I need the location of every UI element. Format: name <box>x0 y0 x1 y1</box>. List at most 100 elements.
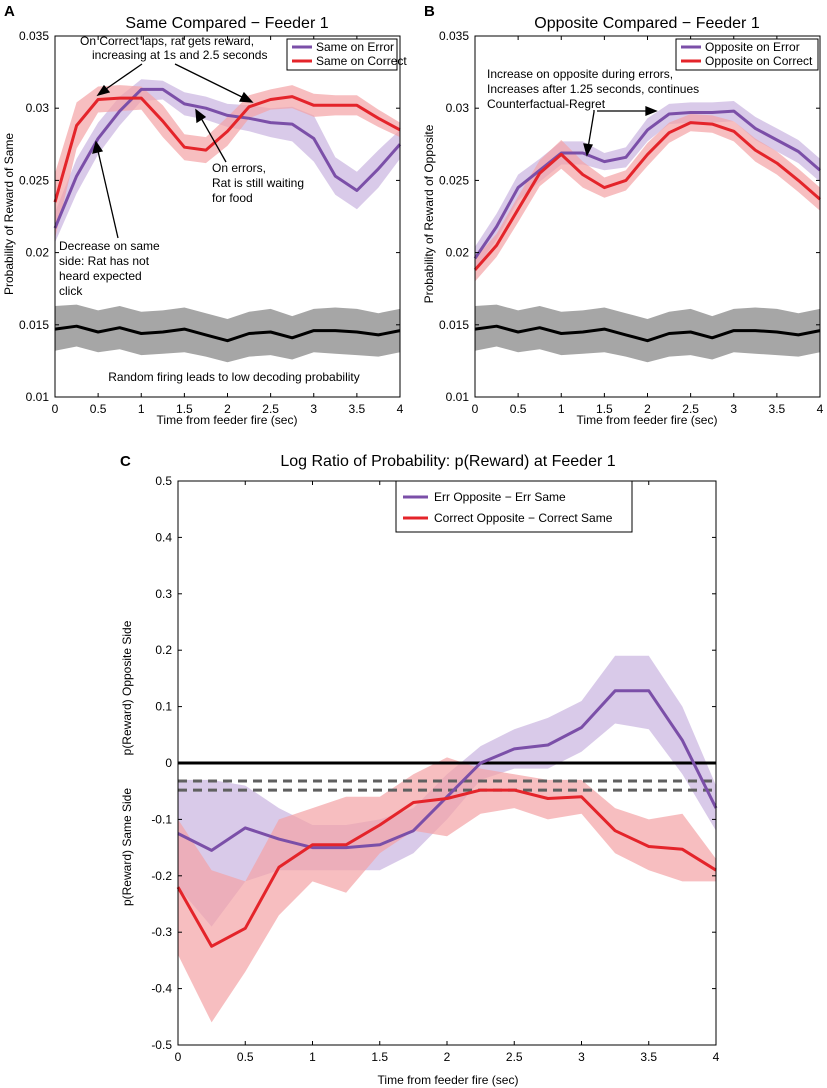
panel-a-legend: Same on Error Same on Correct <box>286 38 407 71</box>
panel-a-ylabel: Probability of Reward of Same <box>2 133 16 295</box>
panel-b-xtick-label: 3 <box>730 402 737 416</box>
panel-c-band-correct-opposite-correct-same <box>178 757 716 1023</box>
panel-b-ticks: 0 0.5 1 1.5 2 2.5 3 3.5 4 0.01 0.015 0.02 0.025 0.03 0… <box>439 29 824 416</box>
panel-b-line-opposite-on-error <box>473 109 821 260</box>
legend-label-opposite-on-error: Opposite on Error <box>705 40 800 54</box>
panel-a-ytick-label: 0.035 <box>19 29 49 43</box>
arrow-head-correct-laps-1 <box>96 84 111 97</box>
panel-a-band-same-on-error <box>55 79 400 243</box>
panel-c-xtick-label: 1.5 <box>371 1050 388 1064</box>
panel-a-ticks: 0 0.5 1 1.5 2 2.5 3 3.5 4 0.01 0.015 0.02 0.025 0.03 0… <box>19 29 404 416</box>
arrow-head-on-errors <box>195 108 207 124</box>
panel-c-letter: C <box>120 453 131 470</box>
panel-a-letter: A <box>4 3 15 20</box>
panel-c-ytick-label: -0.3 <box>151 925 172 939</box>
panel-c-xtick-label: 0.5 <box>237 1050 254 1064</box>
panel-b-legend-box <box>675 38 819 71</box>
panel-c-ticks: 0 0.5 1 1.5 2 2.5 3 3.5 4 -0.5 -0.4 -0.3 -0.2 -0.1 0 0.… <box>151 474 719 1064</box>
panel-b-series <box>473 101 821 363</box>
legend-label-correct: Correct Opposite − Correct Same <box>434 511 613 525</box>
annotation-correct-laps-2: increasing at 1s and 2.5 seconds <box>92 48 267 62</box>
panel-c-xtick-label: 0 <box>175 1050 182 1064</box>
panel-a-arrows <box>92 63 254 239</box>
panel-b-line-random-firing <box>474 324 821 343</box>
arrow-head-opposite-down <box>583 143 593 157</box>
annotation-random-firing: Random firing leads to low decoding prob… <box>108 370 359 384</box>
panel-b-xtick-label: 0.5 <box>510 402 527 416</box>
panel-a-series <box>53 79 402 363</box>
panel-a-band-same-on-correct <box>55 85 400 239</box>
annotation-decrease-3: heard expected <box>59 269 142 283</box>
panel-a-annotations: On Correct laps, rat gets reward, increa… <box>59 34 360 384</box>
panel-a-line-random-firing <box>54 324 401 343</box>
panel-a-line-same-on-error <box>53 87 402 229</box>
panel-c-xtick-label: 4 <box>713 1050 720 1064</box>
panel-c-ytick-label: 0.2 <box>155 643 172 657</box>
panel-c-series <box>176 655 718 1023</box>
panel-b-annotations: Increase on opposite during errors, Incr… <box>487 67 699 111</box>
panel-a-ytick-label: 0.01 <box>26 390 50 404</box>
panel-b-ytick-label: 0.02 <box>446 246 470 260</box>
arrow-head-opposite-right <box>645 106 658 116</box>
panel-c-ytick-label: -0.5 <box>151 1038 172 1052</box>
arrow-correct-laps-1 <box>105 63 143 90</box>
annotation-opposite-2: Increases after 1.25 seconds, continues <box>487 82 699 96</box>
legend-label-opposite-on-correct: Opposite on Correct <box>705 54 813 68</box>
panel-a-ytick-label: 0.02 <box>26 246 50 260</box>
panel-a-title: Same Compared − Feeder 1 <box>125 15 328 32</box>
panel-c-legend-box <box>395 480 633 533</box>
panel-b-ytick-label: 0.01 <box>446 390 470 404</box>
arrow-head-decrease <box>92 140 104 154</box>
panel-b-xlabel: Time from feeder fire (sec) <box>577 413 718 427</box>
panel-c-xtick-label: 3 <box>578 1050 585 1064</box>
panel-a-xtick-label: 3 <box>310 402 317 416</box>
panel-a-line-same-on-correct <box>53 95 401 203</box>
panel-a-xtick-label: 1.5 <box>176 402 193 416</box>
annotation-opposite-3: Counterfactual-Regret <box>487 97 606 111</box>
panel-c-ytick-label: 0 <box>165 756 172 770</box>
annotation-correct-laps-1: On Correct laps, rat gets reward, <box>80 34 254 48</box>
panel-b-letter: B <box>424 3 435 20</box>
panel-c-line-err-opposite-err-same <box>177 689 718 852</box>
arrow-opposite-down <box>587 110 595 149</box>
panel-a-xtick-label: 2 <box>224 402 231 416</box>
arrow-decrease <box>97 150 119 239</box>
panel-c-line-correct-opposite-correct-same <box>176 788 717 948</box>
panel-b-xtick-label: 4 <box>817 402 824 416</box>
panel-a-xtick-label: 1 <box>138 402 145 416</box>
panel-a-band-random-firing <box>55 304 400 363</box>
panel-a-ytick-label: 0.025 <box>19 173 49 187</box>
arrow-correct-laps-2 <box>174 63 243 98</box>
panel-c-xlabel: Time from feeder fire (sec) <box>378 1073 519 1087</box>
annotation-on-errors-1: On errors, <box>212 161 266 175</box>
panel-b-ytick-label: 0.035 <box>439 29 469 43</box>
panel-a-xtick-label: 4 <box>397 402 404 416</box>
panel-c-ylabel-top: p(Reward) Opposite Side <box>120 620 134 755</box>
annotation-decrease-4: click <box>59 284 83 298</box>
panel-c-xtick-label: 2 <box>444 1050 451 1064</box>
panel-a-xtick-label: 0.5 <box>90 402 107 416</box>
panel-c-ylabel-bottom: p(Reward) Same Side <box>120 788 134 906</box>
panel-c-xtick-label: 2.5 <box>506 1050 523 1064</box>
panel-c-title: Log Ratio of Probability: p(Reward) at F… <box>280 453 615 470</box>
panel-c-ytick-label: 0.5 <box>155 474 172 488</box>
panel-a-xtick-label: 0 <box>52 402 59 416</box>
panel-c-ytick-label: 0.4 <box>155 530 172 544</box>
panel-b-ytick-label: 0.025 <box>439 173 469 187</box>
panel-c-ytick-label: -0.4 <box>151 982 172 996</box>
annotation-opposite-1: Increase on opposite during errors, <box>487 67 673 81</box>
arrow-head-correct-laps-2 <box>238 91 254 103</box>
panel-b-ytick-label: 0.03 <box>446 101 470 115</box>
panel-b-ytick-label: 0.015 <box>439 318 469 332</box>
panel-c-xtick-label: 1 <box>309 1050 316 1064</box>
annotation-on-errors-2: Rat is still waiting <box>212 176 304 190</box>
annotation-decrease-2: side: Rat has not <box>59 254 150 268</box>
panel-b-xtick-label: 0 <box>472 402 479 416</box>
panel-a-ytick-label: 0.015 <box>19 318 49 332</box>
panel-c-ytick-label: 0.1 <box>155 700 172 714</box>
annotation-on-errors-3: for food <box>212 191 253 205</box>
panel-b-band-random-firing <box>475 304 820 363</box>
panel-b-xtick-label: 2 <box>644 402 651 416</box>
panel-b: B Opposite Compared − Feeder 1 Time from… <box>422 3 824 427</box>
